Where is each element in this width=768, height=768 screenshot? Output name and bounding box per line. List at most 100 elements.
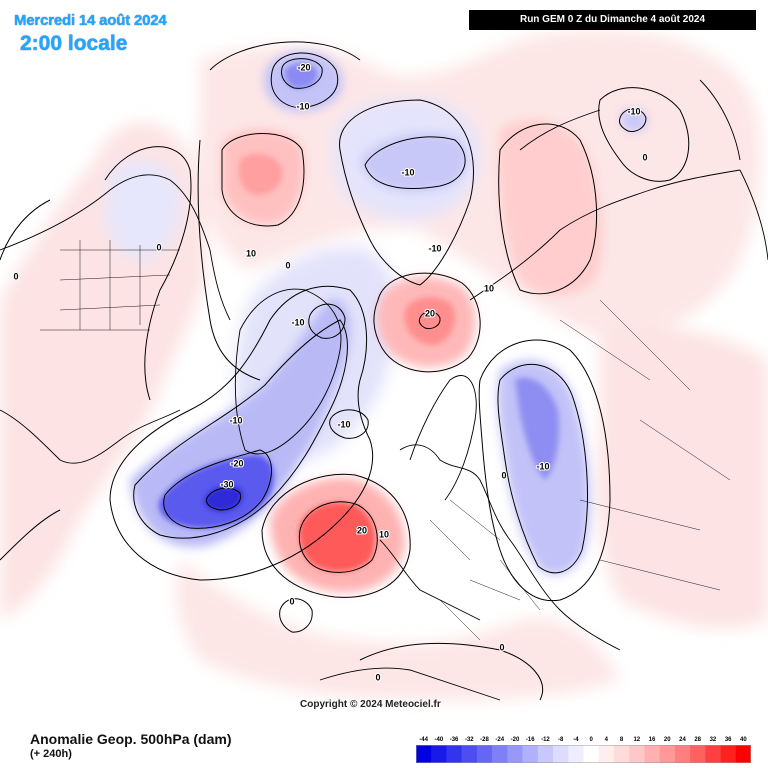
blue-low-kara bbox=[360, 132, 467, 192]
red-core-scandinavia bbox=[404, 297, 456, 345]
blue-core-dark bbox=[204, 485, 243, 512]
color-scale-swatch bbox=[476, 745, 493, 763]
color-scale-tick-label: -8 bbox=[558, 737, 564, 743]
color-scale-swatch bbox=[644, 745, 660, 763]
contour-10-atlantic bbox=[261, 473, 411, 598]
contour-label: 0 bbox=[285, 260, 290, 270]
contour-label: -10 bbox=[428, 243, 441, 253]
red-core-atlantic bbox=[299, 502, 375, 572]
contour-minus20-greenland bbox=[163, 449, 272, 529]
color-scale-swatches bbox=[416, 745, 751, 763]
coast-scandinavia bbox=[409, 375, 477, 501]
forecast-date: Mercredi 14 août 2024 bbox=[14, 12, 167, 29]
contour-zero-atlantic-south bbox=[279, 598, 313, 633]
contour-20-scandinavia bbox=[418, 311, 441, 329]
contour-label: -20 bbox=[297, 62, 310, 72]
contour-label: -10 bbox=[296, 101, 309, 111]
contour-lines bbox=[0, 41, 690, 701]
color-scale-tick-label: 4 bbox=[605, 737, 609, 743]
light-anomaly-fields bbox=[0, 30, 768, 700]
color-scale-tick-label: 24 bbox=[679, 737, 686, 743]
forecast-local-time: 2:00 locale bbox=[20, 32, 128, 55]
contour-label: 10 bbox=[246, 248, 256, 258]
model-run-info: Run GEM 0 Z du Dimanche 4 août 2024 bbox=[469, 10, 756, 30]
color-scale-tick-label: 32 bbox=[710, 737, 717, 743]
color-scale-tick-label: -16 bbox=[526, 737, 535, 743]
coast-greenland bbox=[234, 288, 342, 455]
color-scale-swatch bbox=[674, 745, 691, 763]
blue-core-north bbox=[284, 62, 318, 89]
contour-label: 0 bbox=[13, 271, 18, 281]
contour-minus10-north bbox=[270, 52, 339, 109]
color-scale-swatch bbox=[705, 745, 721, 763]
color-scale-swatch bbox=[629, 745, 645, 763]
color-scale-tick-label: 0 bbox=[589, 737, 593, 743]
contour-label: -10 bbox=[291, 317, 304, 327]
coast-asia-east bbox=[699, 79, 768, 261]
color-scale-border bbox=[416, 745, 751, 763]
color-scale-swatch bbox=[720, 745, 737, 763]
color-scale-tick-label: -20 bbox=[511, 737, 520, 743]
contour-10-central-asia bbox=[498, 123, 598, 295]
contour-zero-siberia bbox=[478, 339, 611, 602]
color-scale-labels: -44 -40 -36 -32 -28 -24 -20 -16 -12 -8 -4 0 4 8 12 16 20… bbox=[419, 737, 747, 743]
contour-label: 0 bbox=[156, 242, 161, 252]
coast-africa bbox=[319, 667, 501, 701]
color-scale-tick-label: -12 bbox=[541, 737, 550, 743]
color-scale-tick-label: -24 bbox=[495, 737, 504, 743]
contour-label: -10 bbox=[536, 461, 549, 471]
contour-minus20-north bbox=[281, 58, 323, 89]
borders-asia bbox=[559, 299, 731, 591]
contour-minus10-east bbox=[619, 108, 647, 132]
contour-label: 20 bbox=[425, 308, 435, 318]
borders-europe bbox=[429, 499, 541, 641]
color-scale-swatch bbox=[568, 745, 584, 763]
borders-usa bbox=[40, 240, 180, 331]
forecast-hour: (+ 240h) bbox=[30, 748, 72, 760]
contour-label: -10 bbox=[401, 167, 414, 177]
color-scale-swatch bbox=[583, 745, 600, 763]
contour-label: -10 bbox=[337, 419, 350, 429]
color-scale-swatch bbox=[553, 745, 569, 763]
color-scale-swatch bbox=[613, 745, 630, 763]
coast-north-america bbox=[0, 174, 231, 464]
contour-zero-west bbox=[104, 146, 192, 401]
color-scale-tick-label: 12 bbox=[633, 737, 640, 743]
color-scale-tick-label: -4 bbox=[573, 737, 579, 743]
anomaly-map: -20 -10 -10 -10 0 -10 10 0 0 0 10 20 -10 -10 -10 -10 0 -2… bbox=[0, 30, 768, 701]
color-scale-tick-label: 36 bbox=[725, 737, 732, 743]
contour-label: 0 bbox=[501, 470, 506, 480]
political-borders bbox=[40, 240, 731, 641]
color-scale-tick-label: -40 bbox=[435, 737, 444, 743]
color-scale-swatch bbox=[446, 745, 462, 763]
contour-label: 10 bbox=[484, 283, 494, 293]
contour-minus10-siberia bbox=[497, 364, 588, 574]
color-scale-tick-label: 20 bbox=[664, 737, 671, 743]
color-scale-tick-label: 16 bbox=[649, 737, 656, 743]
color-scale-tick-label: -28 bbox=[480, 737, 489, 743]
color-scale-swatch bbox=[461, 745, 478, 763]
contour-20-atlantic bbox=[298, 501, 378, 573]
coast-europe bbox=[379, 444, 621, 651]
color-scale-tick-label: 28 bbox=[694, 737, 701, 743]
contour-zero-pacific-west bbox=[0, 199, 61, 561]
pink-field-east bbox=[596, 326, 768, 629]
color-scale-tick-label: -44 bbox=[419, 737, 428, 743]
color-scale-tick-label: -32 bbox=[465, 737, 474, 743]
color-scale-swatch bbox=[416, 745, 432, 763]
pink-field-north bbox=[197, 30, 761, 337]
contour-zero-europe-south bbox=[359, 642, 544, 701]
color-scale-tick-label: 8 bbox=[620, 737, 624, 743]
contour-minus10-greenland bbox=[133, 319, 348, 539]
color-scale-swatch bbox=[537, 745, 554, 763]
map-variable-title: Anomalie Geop. 500hPa (dam) bbox=[30, 731, 232, 747]
contour-label: 0 bbox=[499, 642, 504, 652]
contour-zero-north bbox=[339, 99, 474, 286]
color-scale-swatch bbox=[492, 745, 508, 763]
pink-field-south bbox=[176, 560, 620, 700]
color-scale-swatch bbox=[659, 745, 676, 763]
contour-minus10-arctic bbox=[308, 303, 346, 339]
contour-10-scandinavia bbox=[373, 272, 481, 373]
core-anomaly-fields bbox=[159, 62, 560, 572]
